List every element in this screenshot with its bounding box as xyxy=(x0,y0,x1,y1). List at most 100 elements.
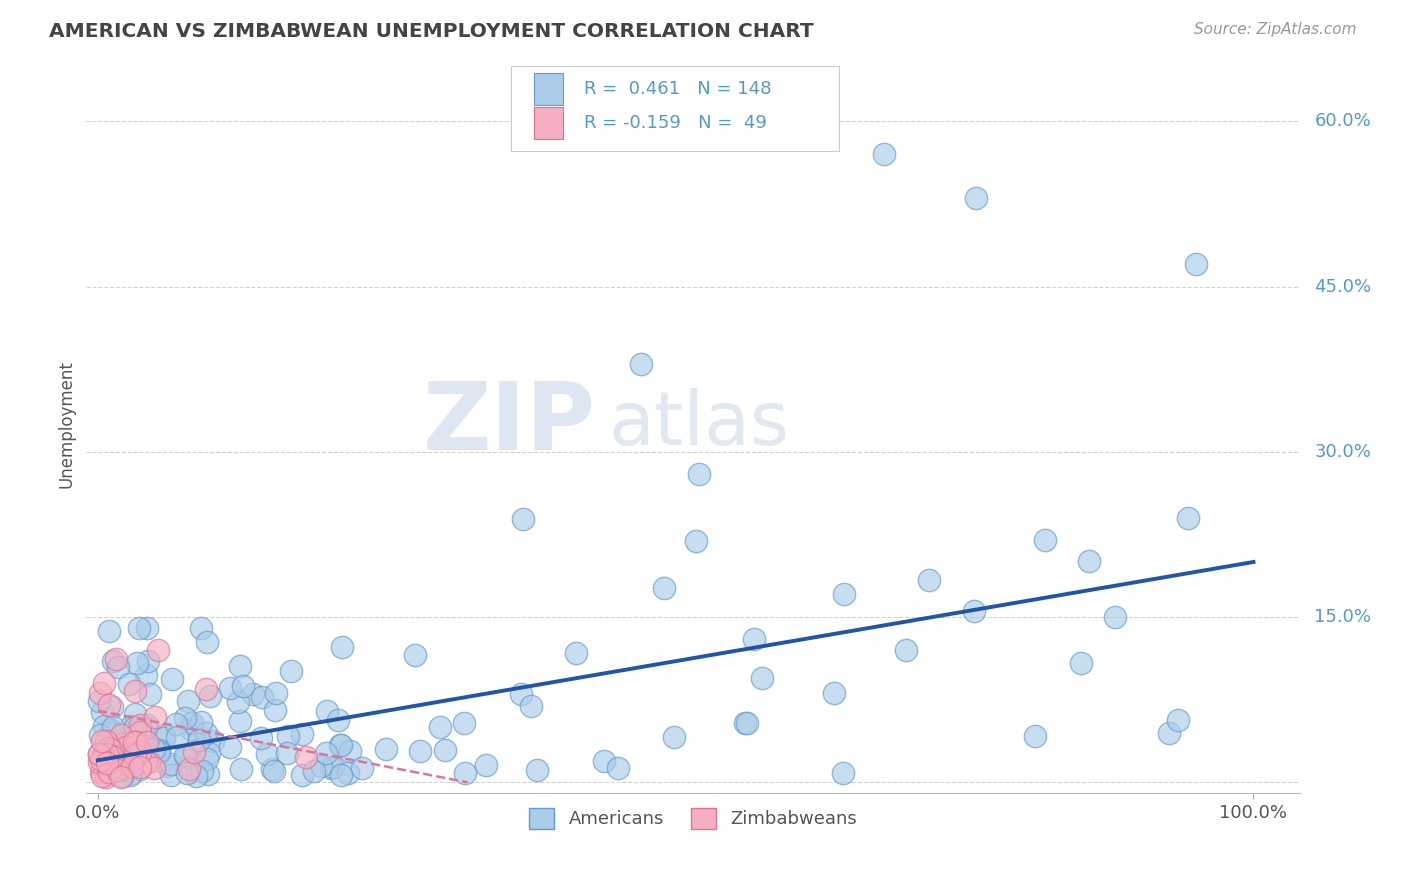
Point xyxy=(136,621,159,635)
Point xyxy=(190,714,212,729)
Point xyxy=(87,747,110,762)
Point xyxy=(114,739,136,754)
Point xyxy=(311,758,333,772)
Point xyxy=(103,654,125,668)
Point xyxy=(1167,713,1189,727)
Point xyxy=(127,739,149,754)
Point xyxy=(129,725,152,739)
Point xyxy=(124,684,146,698)
Point xyxy=(100,726,122,740)
Point xyxy=(110,755,132,769)
Point xyxy=(104,651,127,665)
Point xyxy=(249,731,271,746)
Point xyxy=(160,757,183,772)
Point xyxy=(96,734,118,748)
Point xyxy=(322,759,344,773)
Point xyxy=(93,719,115,733)
Point xyxy=(124,734,146,748)
Point xyxy=(91,734,114,748)
Point xyxy=(231,763,253,777)
Point xyxy=(256,747,278,762)
Point xyxy=(174,711,197,725)
Point xyxy=(873,147,896,161)
Point xyxy=(183,745,205,759)
Point xyxy=(190,621,212,635)
Point xyxy=(90,765,112,780)
Point xyxy=(118,768,141,782)
Point xyxy=(526,763,548,777)
Point xyxy=(1035,533,1057,547)
Point xyxy=(1024,729,1046,743)
Point xyxy=(128,621,150,635)
Point xyxy=(105,763,128,777)
Point xyxy=(229,658,252,673)
Text: 15.0%: 15.0% xyxy=(1315,608,1371,626)
Point xyxy=(630,357,652,371)
Point xyxy=(97,750,120,764)
Point xyxy=(96,756,118,770)
Point xyxy=(894,642,917,657)
Point xyxy=(1070,656,1092,670)
Point xyxy=(90,753,112,767)
Point xyxy=(409,744,432,758)
Point xyxy=(152,728,174,742)
Point xyxy=(118,677,141,691)
Point xyxy=(688,467,710,481)
Point xyxy=(94,770,117,784)
Point xyxy=(226,695,249,709)
Point xyxy=(139,687,162,701)
Point xyxy=(100,743,122,757)
Point xyxy=(96,743,118,757)
Point xyxy=(291,768,314,782)
Point xyxy=(111,769,134,783)
Point xyxy=(118,731,141,746)
Point xyxy=(176,766,198,780)
Point xyxy=(202,734,225,748)
Point xyxy=(110,748,132,763)
Point xyxy=(295,749,318,764)
Point xyxy=(125,734,148,748)
Point xyxy=(195,635,218,649)
Point xyxy=(110,770,132,784)
Text: R =  0.461   N = 148: R = 0.461 N = 148 xyxy=(583,80,772,98)
FancyBboxPatch shape xyxy=(510,66,838,151)
Point xyxy=(89,729,111,743)
Point xyxy=(129,746,152,760)
Point xyxy=(232,680,254,694)
Point xyxy=(107,660,129,674)
Text: 45.0%: 45.0% xyxy=(1315,277,1371,295)
Point xyxy=(737,715,759,730)
Point xyxy=(339,743,361,757)
Point xyxy=(100,723,122,737)
Point xyxy=(197,766,219,780)
Point xyxy=(1184,258,1206,272)
Point xyxy=(509,687,531,701)
Point xyxy=(280,664,302,678)
Point xyxy=(101,720,124,734)
Point xyxy=(429,720,451,734)
Point xyxy=(94,745,117,759)
Point xyxy=(330,640,353,654)
Point xyxy=(434,742,457,756)
Point xyxy=(195,682,218,697)
FancyBboxPatch shape xyxy=(534,73,564,105)
Point xyxy=(103,759,125,773)
Point xyxy=(89,685,111,699)
Point xyxy=(128,718,150,732)
Point xyxy=(329,738,352,752)
Point xyxy=(87,747,110,762)
Point xyxy=(198,689,221,703)
Point xyxy=(97,756,120,771)
Point xyxy=(124,720,146,734)
Point xyxy=(263,764,285,779)
Point xyxy=(98,624,121,639)
Point xyxy=(93,757,115,772)
Point xyxy=(375,742,398,756)
Point xyxy=(120,765,142,780)
Point xyxy=(266,686,288,700)
Point xyxy=(108,763,131,777)
Point xyxy=(135,718,157,732)
Text: R = -0.159   N =  49: R = -0.159 N = 49 xyxy=(583,114,766,132)
Point xyxy=(652,581,675,595)
Point xyxy=(101,749,124,764)
